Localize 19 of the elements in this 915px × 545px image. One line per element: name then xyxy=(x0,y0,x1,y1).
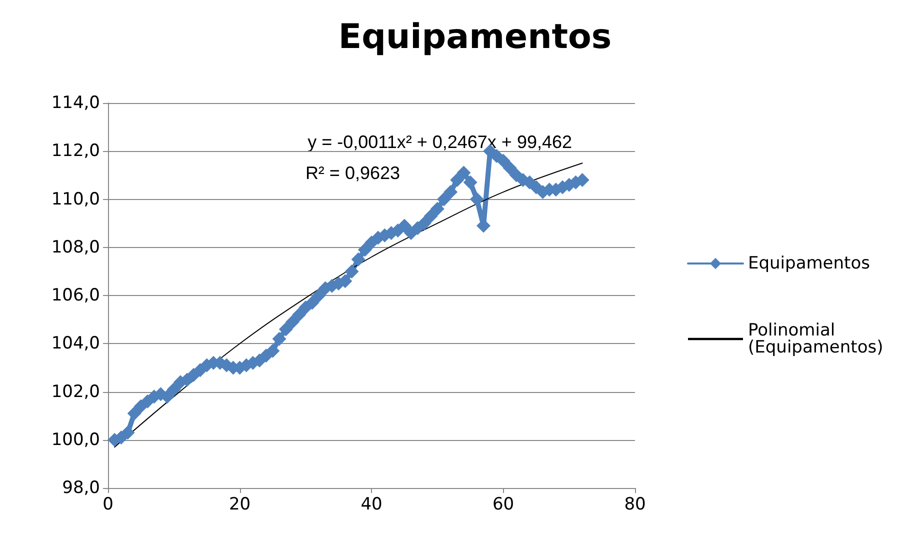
x-tick-label: 0 xyxy=(102,494,114,514)
x-tick-label: 80 xyxy=(624,494,646,514)
annotation: y = -0,0011x² + 0,2467x + 99,462 xyxy=(308,132,572,152)
chart-title: Equipamentos xyxy=(338,17,612,57)
x-tick-label: 60 xyxy=(492,494,514,514)
y-tick-label: 114,0 xyxy=(51,93,100,113)
y-tick-label: 106,0 xyxy=(51,286,100,306)
y-tick-label: 108,0 xyxy=(51,237,100,258)
y-tick-label: 102,0 xyxy=(51,382,100,402)
annotation: R² = 0,9623 xyxy=(305,163,400,183)
y-tick-label: 98,0 xyxy=(62,478,100,498)
legend-label: Equipamentos xyxy=(748,254,870,274)
x-tick-label: 40 xyxy=(360,494,382,514)
y-tick-label: 112,0 xyxy=(51,141,100,162)
x-tick-label: 20 xyxy=(228,494,251,514)
y-tick-label: 104,0 xyxy=(51,334,100,354)
y-tick-label: 100,0 xyxy=(51,430,100,450)
y-tick-label: 110,0 xyxy=(51,189,100,210)
legend-label: Polinomial (Equipamentos) xyxy=(748,320,884,358)
